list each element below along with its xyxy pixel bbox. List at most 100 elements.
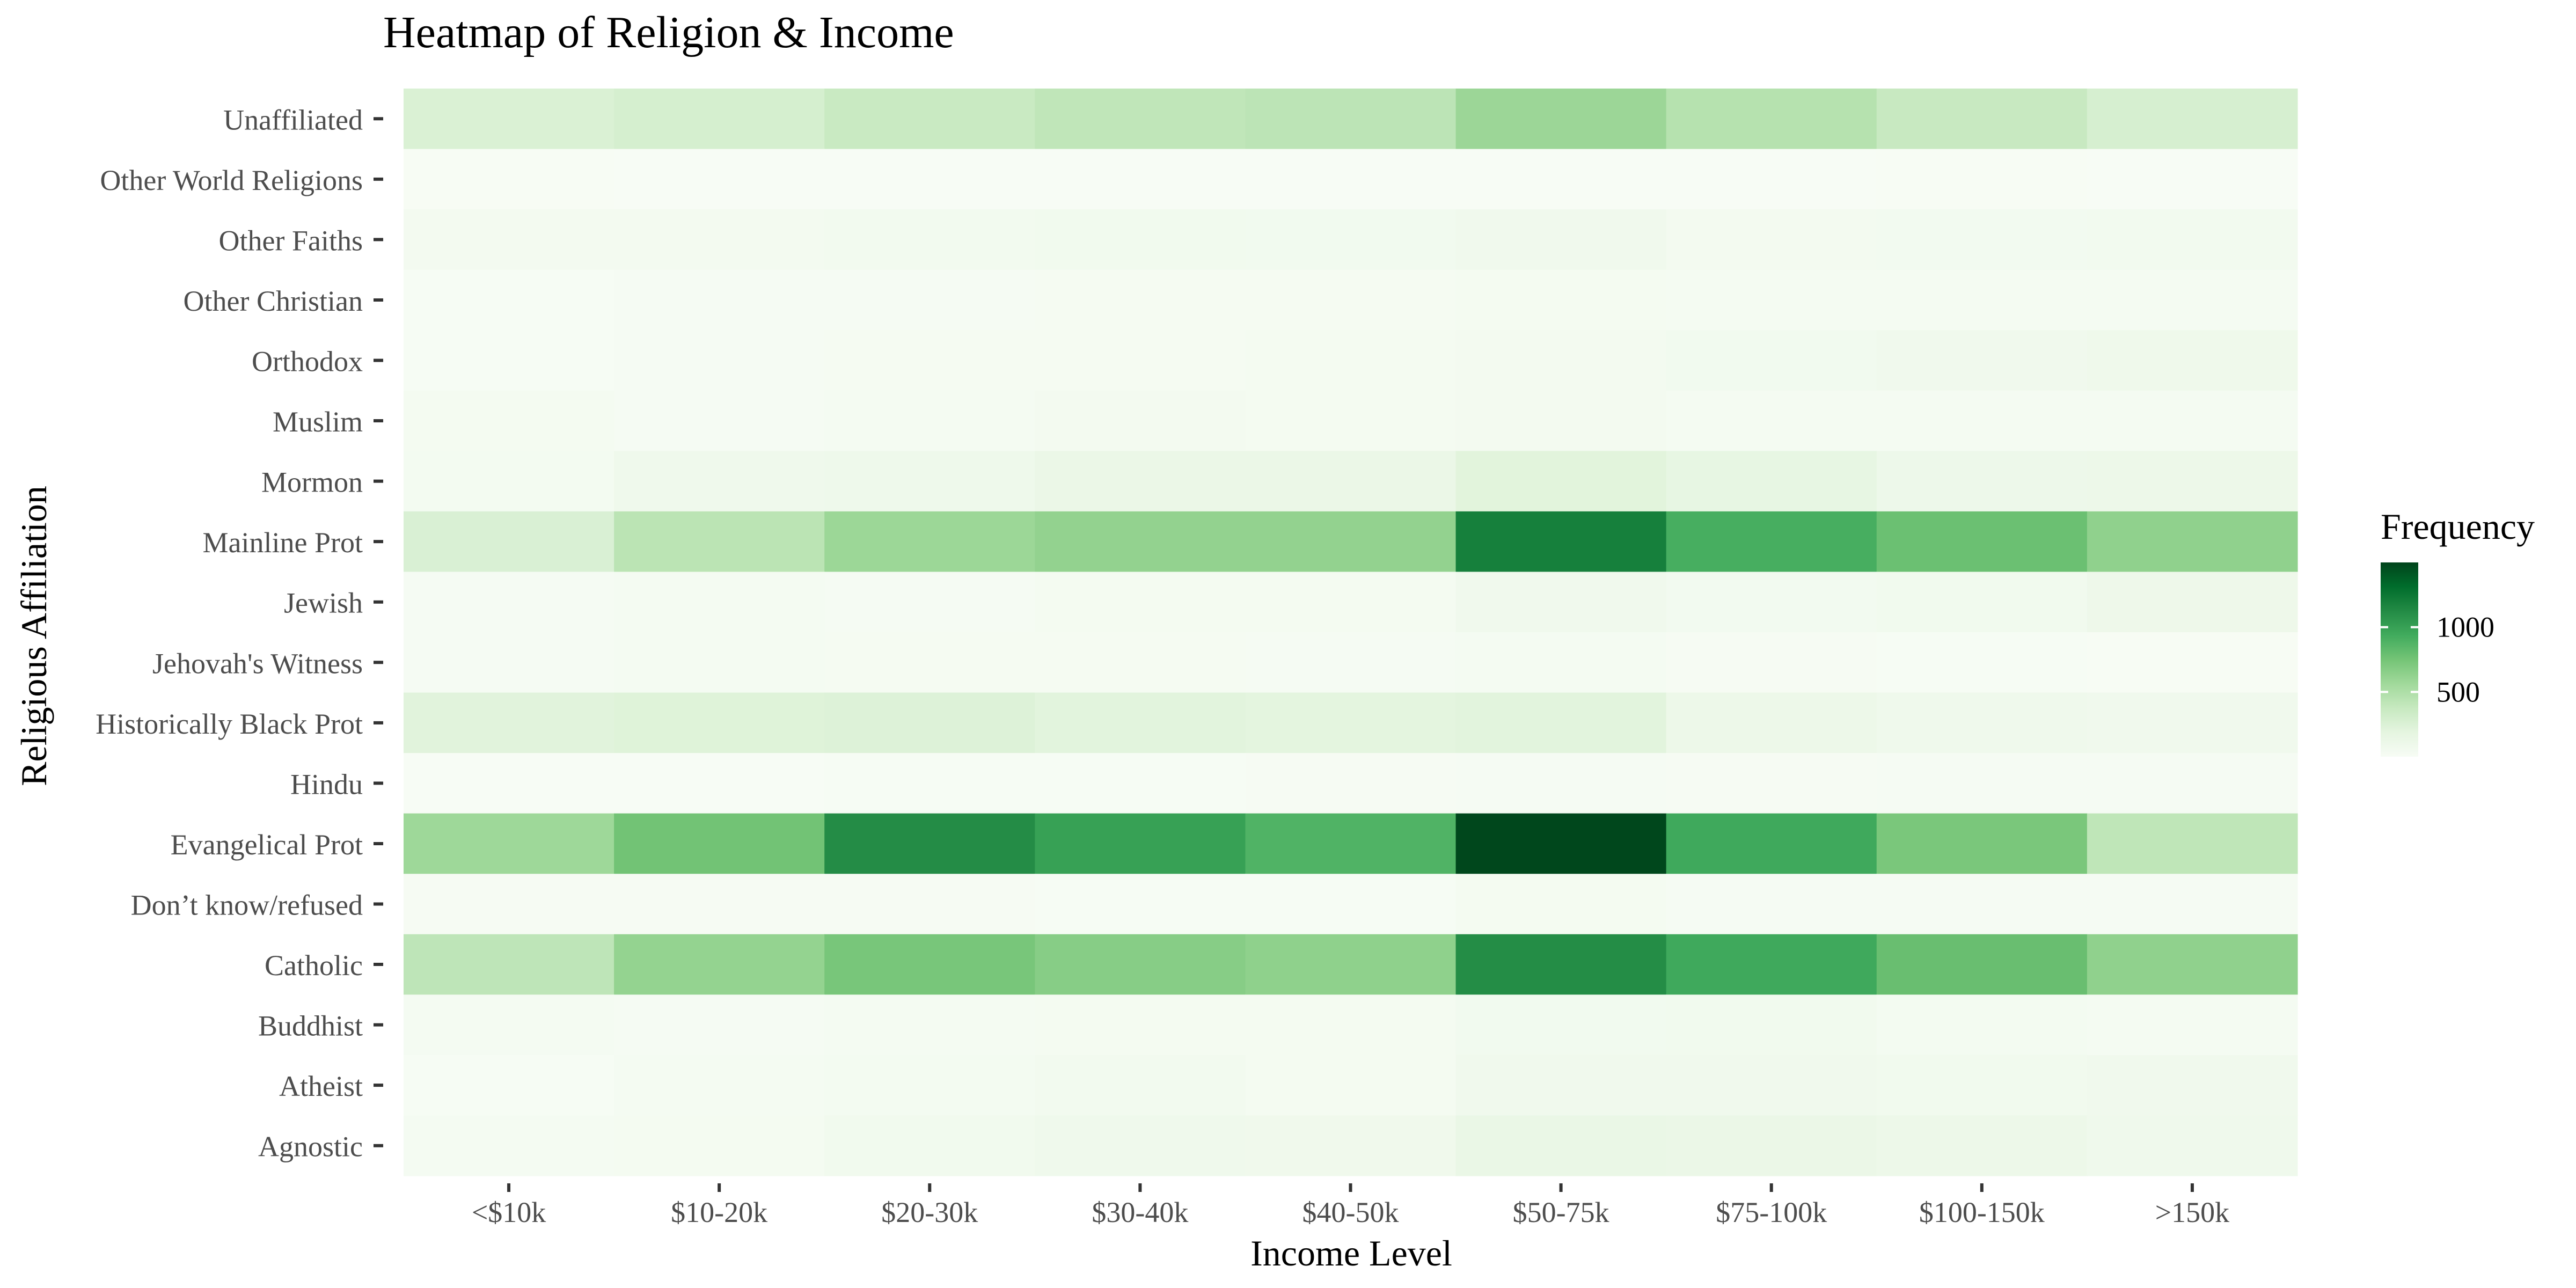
heatmap-cell [2087,209,2298,270]
heatmap-cell [1876,692,2088,753]
heatmap-cell [1455,572,1667,633]
heatmap-cell [404,1115,614,1176]
heatmap-cell [2087,269,2298,331]
heatmap-cell [404,451,614,512]
y-axis-tick-label: Hindu [290,768,363,800]
heatmap-cell [404,1055,614,1116]
heatmap-cell [1666,632,1877,693]
heatmap-cell [614,511,825,573]
heatmap-cell [1455,994,1667,1056]
heatmap-cell [824,89,1035,150]
heatmap-cell [824,813,1035,874]
y-axis-tick-label: Agnostic [258,1131,363,1163]
y-axis-tick-label: Mainline Prot [203,526,363,559]
y-axis-tick-label: Muslim [273,406,363,438]
heatmap-cell [1035,994,1246,1056]
heatmap-cell [404,89,614,150]
heatmap-cell [1455,451,1667,512]
heatmap-cell [1245,330,1457,391]
heatmap-cell [824,511,1035,573]
legend-colorbar [2381,562,2418,757]
heatmap-cell [1035,692,1246,753]
heatmap-cell [824,269,1035,331]
heatmap-cell [2087,1115,2298,1176]
heatmap-cell [1876,813,2088,874]
heatmap-cell [404,269,614,331]
heatmap-cell [614,572,825,633]
heatmap-cell [1035,753,1246,814]
heatmap-cell [1245,89,1457,150]
x-axis-tick-label: $20-30k [881,1196,978,1228]
heatmap-cell [1245,390,1457,451]
heatmap-cell [1666,813,1877,874]
heatmap-cell [614,1055,825,1116]
heatmap-cell [614,269,825,331]
heatmap-cell [1455,1115,1667,1176]
heatmap-cell [614,89,825,150]
heatmap-cell [1035,874,1246,935]
x-axis-tick-label: <$10k [472,1196,546,1228]
heatmap-cell [2087,89,2298,150]
heatmap-cell [614,1115,825,1176]
y-axis-tick-label: Orthodox [252,346,363,378]
heatmap-cell [2087,813,2298,874]
heatmap-cell [1455,89,1667,150]
heatmap-cell [1666,874,1877,935]
heatmap-cell [614,934,825,995]
legend-ticks: 500 1000 [2381,611,2494,708]
heatmap-cell [1245,813,1457,874]
heatmap-cell [1876,451,2088,512]
heatmap-cell [614,149,825,210]
heatmap-cell [1245,209,1457,270]
heatmap-cell [2087,753,2298,814]
heatmap-cell [1876,572,2088,633]
heatmap-cell [1455,874,1667,935]
heatmap-cell [2087,330,2298,391]
heatmap-cell [1245,1055,1457,1116]
heatmap-cell [1245,572,1457,633]
heatmap-cell [824,1115,1035,1176]
y-axis-tick-label: Buddhist [258,1010,363,1042]
heatmap-cell [1245,451,1457,512]
heatmap-cells [404,89,2298,1176]
heatmap-cell [1035,1115,1246,1176]
heatmap-cell [1455,149,1667,210]
heatmap-cell [1245,753,1457,814]
heatmap-cell [1666,753,1877,814]
heatmap-cell [2087,1055,2298,1116]
legend-tick-label: 500 [2436,676,2480,708]
y-axis-tick-label: Jehovah's Witness [152,647,363,679]
heatmap-cell [614,330,825,391]
heatmap-cell [824,149,1035,210]
heatmap-cell [1035,934,1246,995]
x-axis-tick-label: >150k [2155,1196,2229,1228]
heatmap-cell [1035,511,1246,573]
x-axis-tick-label: $30-40k [1092,1196,1188,1228]
heatmap-cell [1876,1115,2088,1176]
heatmap-cell [1455,813,1667,874]
y-axis-tick-label: Other Faiths [219,224,363,257]
heatmap-cell [824,1055,1035,1116]
heatmap-cell [614,692,825,753]
heatmap-cell [404,209,614,270]
heatmap-cell [2087,572,2298,633]
chart-title: Heatmap of Religion & Income [383,8,954,57]
heatmap-cell [404,330,614,391]
heatmap-cell [1455,269,1667,331]
x-axis-tick-label: $100-150k [1919,1196,2045,1228]
heatmap-cell [1876,390,2088,451]
heatmap-cell [824,934,1035,995]
heatmap-cell [1666,269,1877,331]
heatmap-cell [1876,934,2088,995]
heatmap-cell [1876,89,2088,150]
y-axis-title: Religious Affiliation [13,486,54,786]
heatmap-cell [1876,1055,2088,1116]
heatmap-cell [1245,149,1457,210]
heatmap-cell [1035,390,1246,451]
heatmap-cell [1666,209,1877,270]
heatmap-cell [1245,692,1457,753]
heatmap-cell [1035,451,1246,512]
x-axis-ticks [507,1183,2194,1192]
x-axis-tick-labels: <$10k $10-20k $20-30k $30-40k $40-50k $50-75k… [472,1196,2229,1228]
